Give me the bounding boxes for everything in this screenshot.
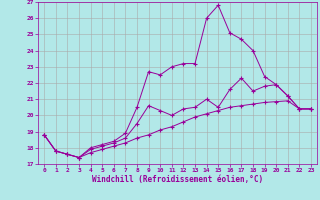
X-axis label: Windchill (Refroidissement éolien,°C): Windchill (Refroidissement éolien,°C) bbox=[92, 175, 263, 184]
